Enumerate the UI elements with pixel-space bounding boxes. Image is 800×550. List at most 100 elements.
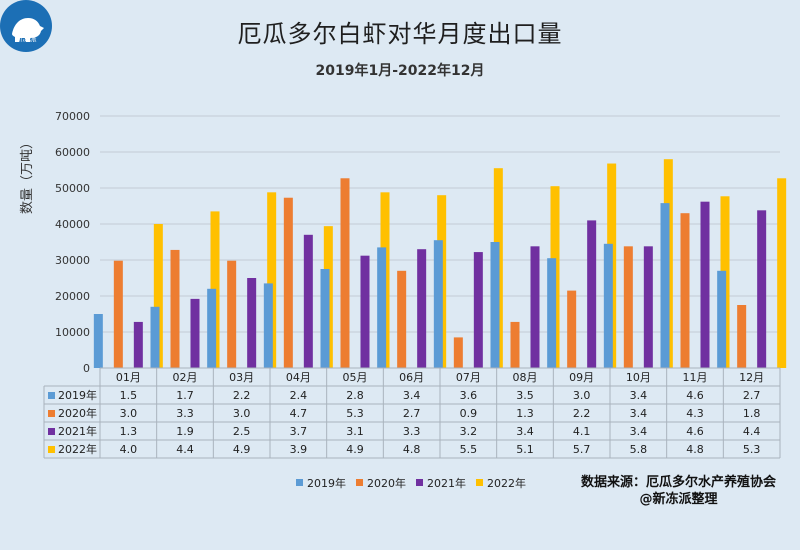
x-tick-label: 04月 — [286, 371, 311, 384]
data-label: 2.2 — [233, 389, 251, 402]
data-label: 3.3 — [403, 425, 421, 438]
brand-logo: 新冻派 — [0, 0, 52, 52]
legend-swatch — [476, 479, 483, 486]
x-tick-label: 02月 — [173, 371, 198, 384]
logo-text: 新冻派 — [15, 35, 37, 43]
data-label: 3.4 — [516, 425, 534, 438]
bar — [453, 337, 463, 368]
data-label: 3.3 — [176, 407, 194, 420]
bar — [510, 321, 520, 368]
data-label: 3.2 — [460, 425, 478, 438]
data-label: 1.7 — [176, 389, 194, 402]
bar — [320, 269, 330, 368]
data-label: 2.4 — [290, 389, 308, 402]
data-label: 0.9 — [460, 407, 478, 420]
x-tick-label: 07月 — [456, 371, 481, 384]
bar — [227, 260, 237, 368]
bar — [603, 243, 613, 368]
data-label: 4.4 — [743, 425, 761, 438]
data-label: 1.8 — [743, 407, 761, 420]
data-label: 4.9 — [233, 443, 251, 456]
data-label: 2.7 — [743, 389, 761, 402]
x-tick-label: 10月 — [626, 371, 651, 384]
bar — [377, 247, 387, 368]
table-row-label: 2019年 — [58, 388, 97, 402]
bar — [267, 192, 277, 368]
data-label: 4.6 — [686, 425, 704, 438]
data-label: 3.4 — [630, 389, 648, 402]
bar — [587, 220, 597, 368]
x-tick-label: 05月 — [343, 371, 368, 384]
bar — [133, 321, 143, 368]
bar — [680, 213, 690, 368]
data-label: 4.4 — [176, 443, 194, 456]
data-label: 5.3 — [346, 407, 364, 420]
y-tick-label: 60000 — [55, 146, 90, 159]
x-tick-label: 08月 — [513, 371, 538, 384]
legend-label: 2019年 — [307, 476, 346, 490]
data-label: 3.4 — [630, 407, 648, 420]
bar — [737, 305, 747, 368]
x-tick-label: 11月 — [683, 371, 708, 384]
data-label: 5.7 — [573, 443, 591, 456]
data-label: 3.0 — [573, 389, 591, 402]
bar — [567, 290, 577, 368]
bar — [473, 252, 483, 368]
table-legend-swatch — [48, 428, 55, 435]
bar — [113, 260, 123, 368]
bar — [417, 249, 427, 368]
table-legend-swatch — [48, 446, 55, 453]
bar — [623, 246, 633, 368]
bar — [660, 203, 670, 368]
data-label: 3.4 — [630, 425, 648, 438]
bar — [303, 234, 313, 368]
table-row-label: 2021年 — [58, 424, 97, 438]
data-label: 4.3 — [686, 407, 704, 420]
legend-swatch — [296, 479, 303, 486]
bar — [547, 258, 557, 368]
y-tick-label: 70000 — [55, 110, 90, 123]
chart-title: 厄瓜多尔白虾对华月度出口量 — [237, 20, 563, 48]
data-label: 4.8 — [403, 443, 421, 456]
bar — [433, 240, 443, 368]
data-label: 3.9 — [290, 443, 308, 456]
data-label: 3.1 — [346, 425, 364, 438]
data-label: 1.9 — [176, 425, 194, 438]
chart-subtitle: 2019年1月-2022年12月 — [315, 63, 485, 79]
bar — [247, 278, 257, 368]
data-label: 5.5 — [460, 443, 478, 456]
bar — [283, 197, 293, 368]
data-label: 4.6 — [686, 389, 704, 402]
data-label: 4.0 — [120, 443, 138, 456]
data-label: 1.5 — [120, 389, 138, 402]
data-label: 1.3 — [516, 407, 534, 420]
data-label: 3.0 — [233, 407, 251, 420]
bar — [207, 288, 217, 368]
data-label: 3.7 — [290, 425, 308, 438]
x-tick-label: 09月 — [569, 371, 594, 384]
source-line-1: 数据来源：厄瓜多尔水产养殖协会 — [580, 475, 776, 490]
bar — [397, 270, 407, 368]
y-tick-label: 30000 — [55, 254, 90, 267]
data-label: 3.5 — [516, 389, 534, 402]
y-tick-label: 50000 — [55, 182, 90, 195]
data-label: 5.8 — [630, 443, 648, 456]
bar — [340, 178, 350, 368]
bar — [93, 314, 103, 368]
bar — [717, 270, 727, 368]
bar — [170, 249, 180, 368]
data-label: 2.8 — [346, 389, 364, 402]
table-legend-swatch — [48, 410, 55, 417]
data-label: 2.7 — [403, 407, 421, 420]
bar — [643, 246, 653, 368]
bar — [757, 210, 767, 368]
bar — [153, 224, 163, 368]
data-label: 5.3 — [743, 443, 761, 456]
x-tick-label: 06月 — [399, 371, 424, 384]
legend-label: 2022年 — [487, 476, 526, 490]
bar — [490, 242, 500, 368]
bar — [700, 201, 710, 368]
table-row-label: 2020年 — [58, 406, 97, 420]
bar — [360, 255, 370, 368]
